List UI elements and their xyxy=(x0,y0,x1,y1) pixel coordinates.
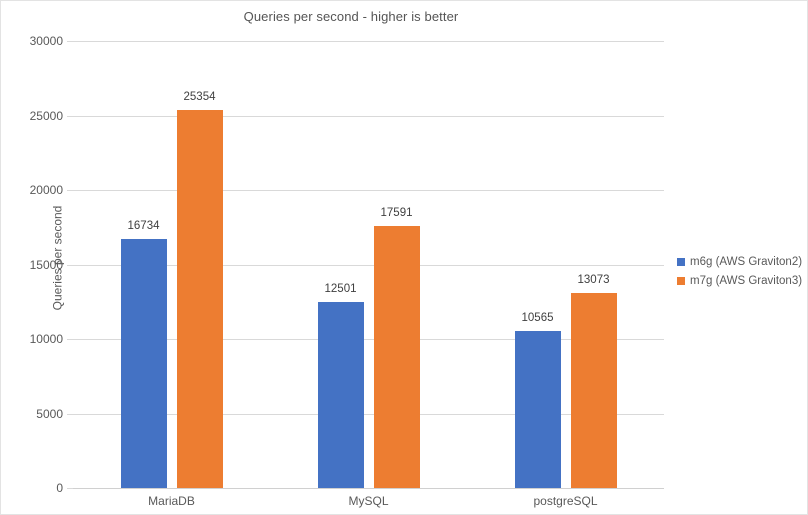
y-axis-tick-mark xyxy=(67,190,73,191)
legend-label: m7g (AWS Graviton3) xyxy=(690,275,803,287)
y-axis-tick-label: 15000 xyxy=(29,257,63,272)
gridline xyxy=(73,264,664,266)
y-axis-tick-label: 30000 xyxy=(29,34,63,48)
bar xyxy=(514,330,561,488)
bar xyxy=(120,238,167,488)
y-axis-tick-labels: 30000 25000 20000 15000 10000 5000 0 xyxy=(1,34,63,495)
y-axis-tick-mark xyxy=(67,264,73,266)
chart-title: Queries per second - higher is better xyxy=(243,9,459,24)
x-axis-category-label: postgreSQL xyxy=(533,494,598,508)
y-axis-tick-label: 0 xyxy=(56,481,63,495)
bar xyxy=(317,301,364,488)
bar-value-label: 13073 xyxy=(577,274,610,287)
bar-value-label: 16734 xyxy=(127,219,160,232)
legend-item[interactable]: m7g (AWS Graviton3) xyxy=(677,275,802,287)
bar-value-label: 10565 xyxy=(521,311,554,324)
y-axis-tick-label: 25000 xyxy=(29,108,63,123)
gridline xyxy=(73,339,664,340)
legend-swatch-icon xyxy=(677,258,685,266)
legend-label: m6g (AWS Graviton2) xyxy=(690,256,803,268)
bar-value-label: 17591 xyxy=(380,206,413,219)
axis-baseline xyxy=(73,488,664,489)
x-axis-category-label: MariaDB xyxy=(148,494,195,508)
gridline xyxy=(73,115,664,117)
y-axis-tick-label: 20000 xyxy=(29,183,63,197)
bar xyxy=(373,225,420,488)
y-axis-tick-mark xyxy=(67,413,73,415)
x-axis-category-label: MySQL xyxy=(348,494,389,508)
gridline xyxy=(73,190,664,191)
y-axis-tick-label: 5000 xyxy=(36,406,63,421)
y-axis-tick-mark xyxy=(67,488,73,489)
bar xyxy=(176,110,223,488)
legend-swatch-icon xyxy=(677,277,685,285)
chart-legend: m6g (AWS Graviton2) m7g (AWS Graviton3) xyxy=(677,256,802,287)
y-axis-tick-mark xyxy=(67,339,73,340)
plot-area: 16734 25354 12501 17591 10565 13073 xyxy=(73,41,664,489)
gridline xyxy=(73,41,664,42)
bar-value-label: 25354 xyxy=(183,91,216,104)
gridline xyxy=(73,413,664,415)
bar-value-label: 12501 xyxy=(324,282,357,295)
y-axis-tick-mark xyxy=(67,115,73,117)
y-axis-tick-mark xyxy=(67,41,73,42)
bar xyxy=(570,293,617,488)
legend-item[interactable]: m6g (AWS Graviton2) xyxy=(677,256,802,268)
y-axis-tick-label: 10000 xyxy=(29,332,63,346)
